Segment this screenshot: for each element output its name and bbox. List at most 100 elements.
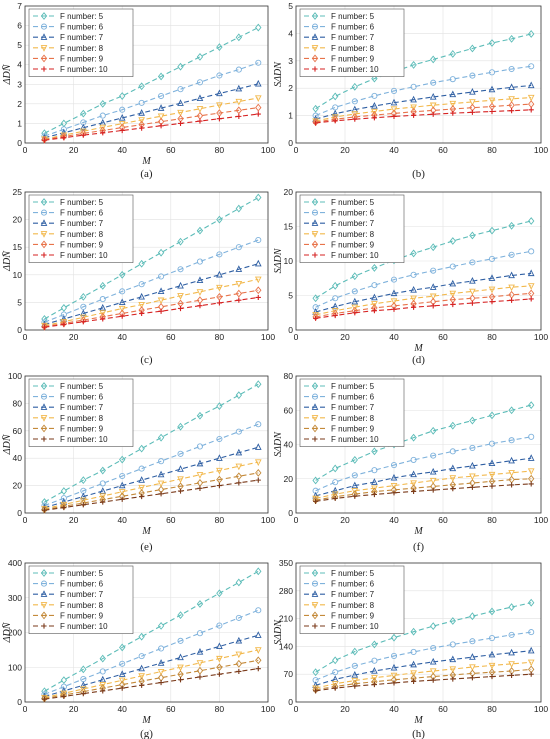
data-point [99, 281, 106, 290]
data-point [196, 459, 204, 467]
data-point [216, 467, 223, 475]
data-point [79, 497, 87, 505]
legend-label: F number: 10 [60, 65, 108, 74]
data-point [450, 486, 456, 492]
plot-frame [295, 375, 542, 514]
x-tick-label: 0 [23, 145, 28, 155]
series-line-2 [315, 65, 532, 117]
data-point [489, 108, 495, 115]
data-point [196, 258, 204, 265]
data-point [410, 95, 417, 103]
data-point [196, 94, 204, 102]
series-line-5 [315, 103, 532, 123]
x-axis-label: M [413, 526, 423, 537]
x-tick-label: 40 [389, 515, 399, 525]
data-point [332, 92, 339, 101]
data-point [332, 281, 339, 290]
data-point [41, 135, 48, 144]
legend-label: F number: 5 [60, 569, 104, 578]
legend-label: F number: 5 [60, 12, 104, 21]
y-tick-label: 5 [17, 297, 22, 307]
data-point [508, 661, 515, 668]
data-point [119, 270, 126, 279]
legend-marker [311, 403, 319, 410]
data-point [508, 251, 515, 258]
y-axis-label: SΔDN [273, 61, 284, 87]
data-point [119, 643, 126, 652]
x-tick-label: 60 [166, 145, 176, 155]
data-point [216, 102, 223, 110]
x-tick-label: 0 [23, 704, 28, 714]
data-point [430, 79, 437, 86]
y-axis-label: ΔDN̄ [1, 63, 13, 85]
data-point [371, 640, 378, 649]
data-point [527, 81, 535, 89]
x-tick-label: 100 [534, 704, 548, 714]
data-point [488, 440, 496, 447]
data-point [119, 313, 125, 319]
series-line-6 [315, 109, 532, 124]
data-point [158, 491, 164, 497]
data-point [450, 676, 456, 682]
series-line-4 [44, 461, 259, 510]
data-point [196, 600, 204, 608]
legend-marker [311, 219, 319, 226]
data-point [508, 648, 515, 656]
data-point [410, 60, 417, 69]
data-point [157, 248, 165, 257]
data-point [196, 289, 204, 296]
legend-marker [41, 252, 47, 258]
data-point [196, 276, 204, 283]
y-tick-label: 0 [17, 325, 22, 335]
data-point [197, 485, 203, 491]
data-point [196, 472, 204, 479]
data-point [312, 294, 319, 303]
data-point [254, 647, 262, 654]
series-line-1 [44, 570, 259, 692]
data-point [332, 479, 339, 486]
y-tick-label: 5 [288, 291, 293, 301]
data-point [469, 484, 475, 490]
data-point [391, 680, 397, 686]
data-point [429, 293, 437, 301]
legend-marker [40, 611, 48, 620]
y-tick-label: 100 [8, 371, 22, 381]
data-point [429, 102, 437, 110]
x-tick-label: 100 [534, 145, 548, 155]
legend-label: F number: 6 [60, 209, 104, 218]
data-point [508, 631, 515, 638]
legend-label: F number: 10 [331, 251, 379, 260]
data-point [429, 657, 437, 665]
data-point [80, 665, 87, 674]
data-point [488, 471, 496, 479]
data-point [528, 248, 535, 255]
data-point [371, 447, 378, 456]
legend-label: F number: 9 [331, 424, 375, 433]
data-point [449, 279, 457, 287]
y-tick-label: 80 [13, 398, 23, 408]
legend-label: F number: 8 [60, 414, 104, 423]
legend-marker [40, 219, 48, 226]
plot-frame [24, 191, 269, 331]
data-point [216, 43, 223, 52]
x-tick-label: 40 [117, 332, 127, 342]
data-point [255, 111, 261, 117]
legend-marker [311, 12, 319, 20]
legend-marker [312, 436, 318, 442]
data-point [410, 470, 417, 478]
series-line-1 [315, 602, 532, 673]
data-point [351, 111, 359, 118]
data-point [488, 274, 496, 281]
data-point [216, 292, 223, 301]
data-point [100, 130, 106, 136]
legend-label: F number: 9 [60, 424, 104, 433]
data-point [60, 126, 67, 133]
data-point [177, 109, 184, 117]
data-point [177, 488, 184, 494]
data-point [352, 493, 358, 499]
data-point [508, 437, 515, 444]
data-point [390, 276, 398, 283]
x-axis-label: M [141, 526, 151, 537]
